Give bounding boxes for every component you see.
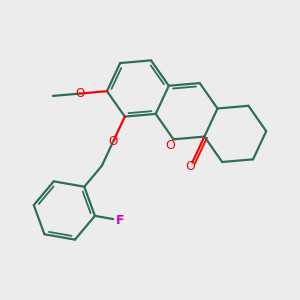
Text: O: O: [109, 135, 118, 148]
Text: O: O: [166, 139, 176, 152]
Text: O: O: [75, 87, 84, 100]
Text: O: O: [186, 160, 195, 173]
Text: F: F: [116, 214, 124, 227]
